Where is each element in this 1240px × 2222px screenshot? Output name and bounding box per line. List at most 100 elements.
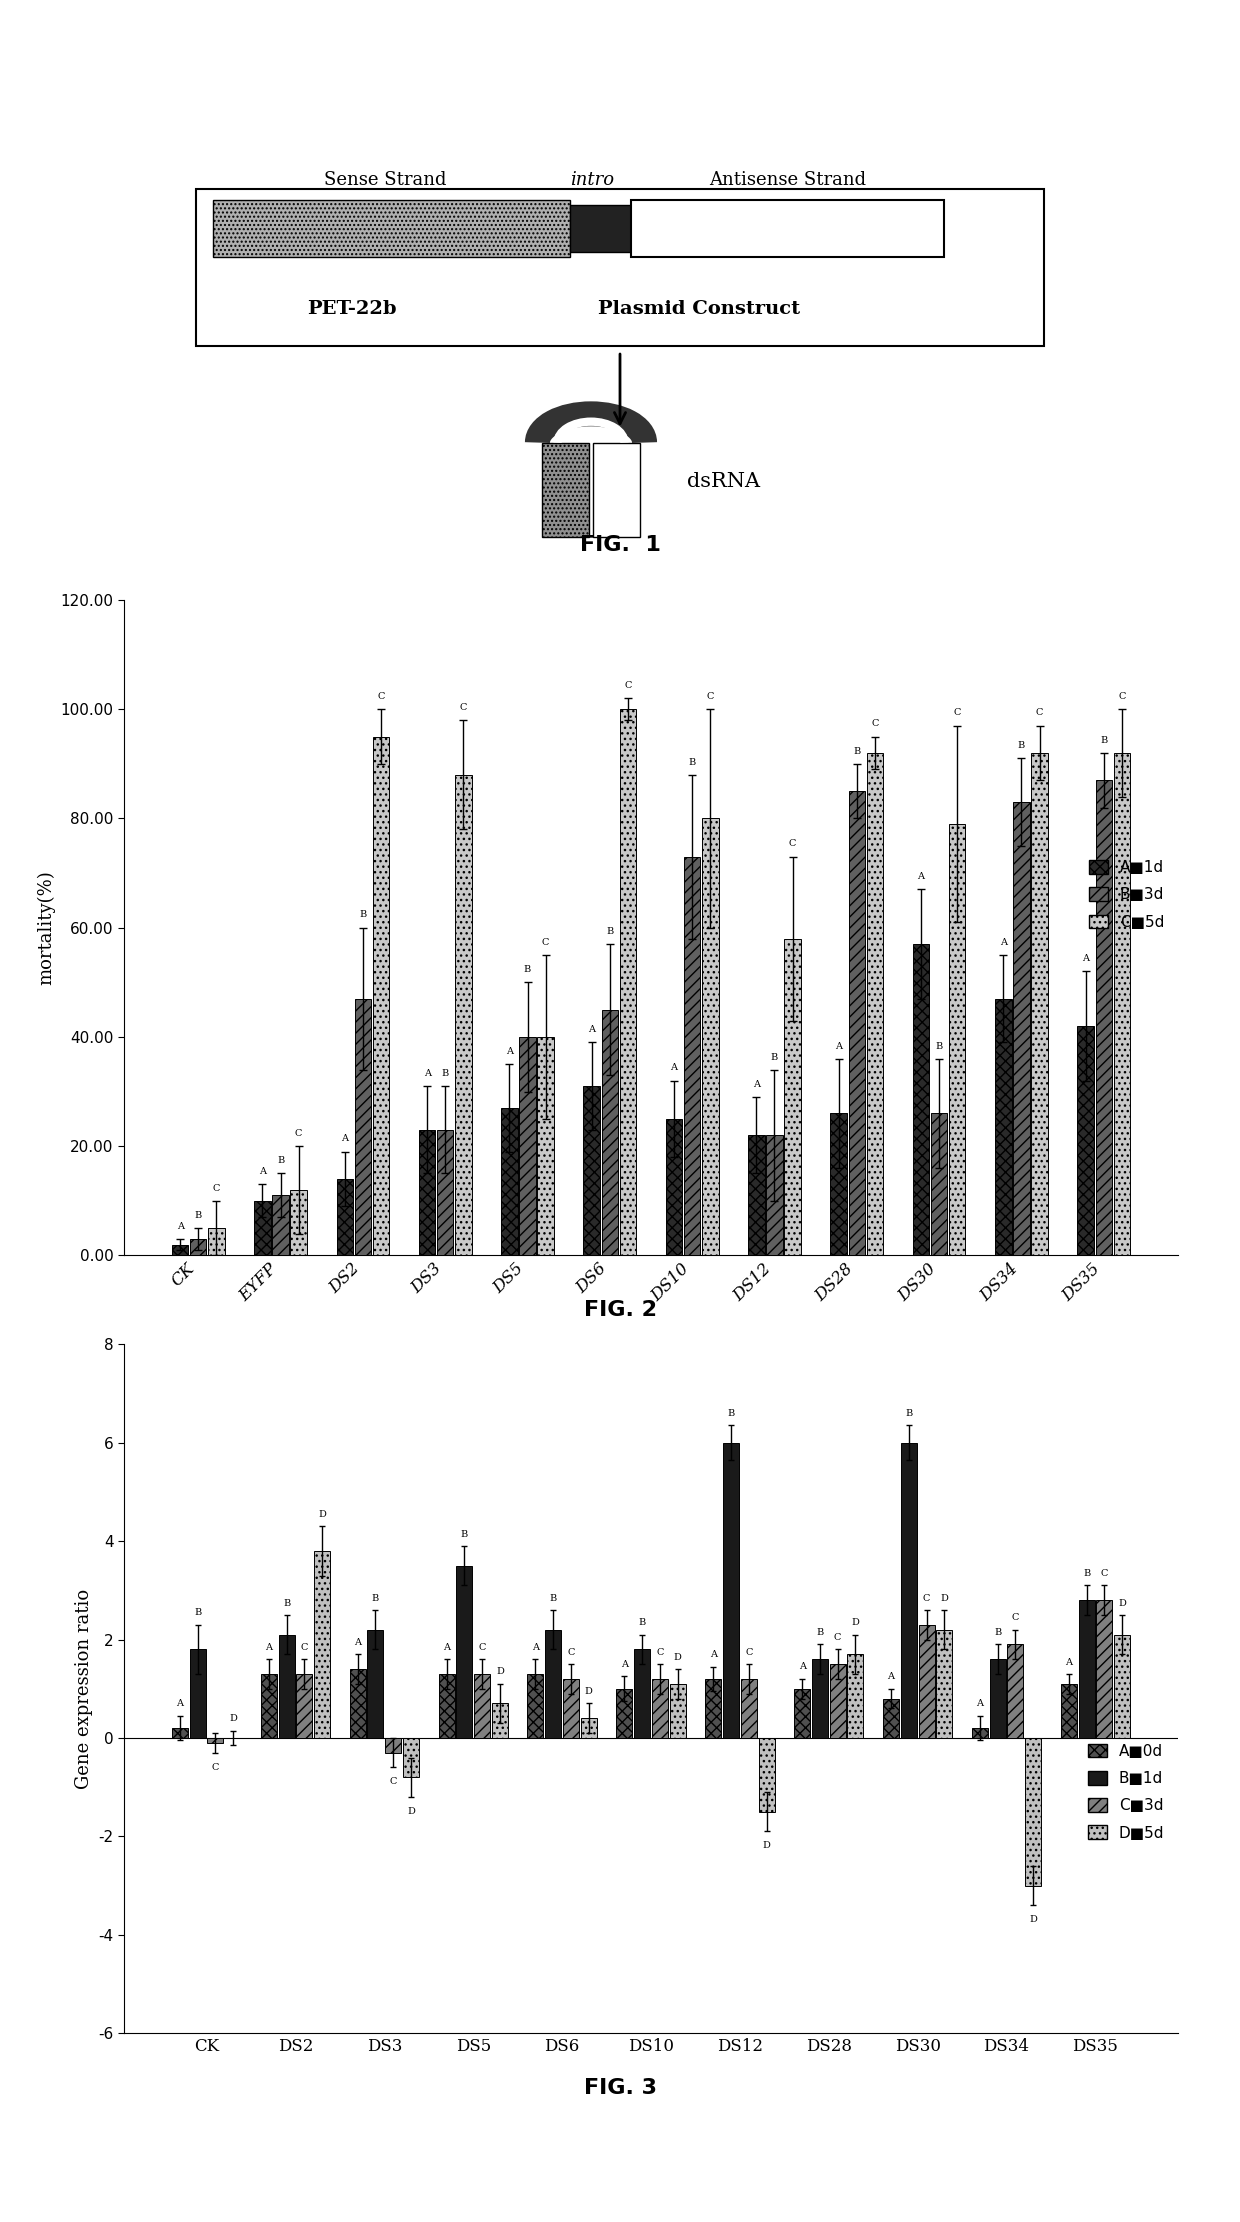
Bar [367, 1629, 383, 1738]
Bar [350, 1669, 366, 1738]
Bar [748, 1135, 765, 1255]
Text: C: C [212, 1762, 219, 1771]
Text: B: B [935, 1042, 942, 1051]
Bar [580, 1718, 596, 1738]
Text: B: B [195, 1211, 202, 1220]
Text: C: C [923, 1593, 930, 1602]
Legend: A■1d, B■3d, C■5d: A■1d, B■3d, C■5d [1084, 853, 1171, 935]
Bar [631, 200, 944, 258]
Bar [563, 1680, 579, 1738]
Text: A: A [1083, 953, 1089, 962]
Bar [785, 938, 801, 1255]
Bar [290, 1191, 308, 1255]
Y-axis label: Gene expression ratio: Gene expression ratio [74, 1589, 93, 1789]
Text: A: A [836, 1042, 842, 1051]
Bar [634, 1649, 650, 1738]
Text: A: A [341, 1135, 348, 1144]
Bar [620, 709, 636, 1255]
Text: C: C [835, 1633, 842, 1642]
Bar [196, 189, 1044, 347]
Text: A: A [176, 1700, 184, 1709]
Text: D: D [229, 1713, 237, 1724]
Bar [830, 1664, 846, 1738]
Bar [601, 1009, 618, 1255]
Text: A: A [976, 1700, 983, 1709]
Y-axis label: mortality(%): mortality(%) [37, 871, 55, 984]
Text: intro: intro [570, 171, 614, 189]
Bar [1078, 1027, 1094, 1255]
Bar [972, 1729, 988, 1738]
Bar [584, 1087, 600, 1255]
Bar [990, 1660, 1006, 1738]
Bar [403, 1738, 419, 1778]
Text: A: A [355, 1638, 361, 1647]
Text: A: A [265, 1642, 273, 1651]
Bar [419, 1129, 435, 1255]
Text: C: C [479, 1642, 486, 1651]
Text: B: B [283, 1598, 290, 1607]
Bar [336, 1180, 353, 1255]
Text: C: C [300, 1642, 308, 1651]
Bar [616, 1689, 632, 1738]
Bar [273, 1195, 289, 1255]
Text: C: C [1101, 1569, 1109, 1578]
Text: D: D [1118, 1598, 1126, 1607]
Text: B: B [816, 1629, 823, 1638]
Text: C: C [872, 720, 879, 729]
Text: A: A [176, 1222, 184, 1231]
Text: A: A [506, 1047, 513, 1055]
Text: A: A [753, 1080, 760, 1089]
Bar [208, 1229, 224, 1255]
Bar [314, 1551, 330, 1738]
Text: PET-22b: PET-22b [308, 300, 397, 318]
Bar [900, 1442, 916, 1738]
Bar [1095, 780, 1112, 1255]
Bar [1013, 802, 1029, 1255]
Text: A: A [799, 1662, 806, 1671]
Text: B: B [441, 1069, 449, 1078]
Bar [847, 1653, 863, 1738]
Text: C: C [656, 1649, 663, 1658]
Text: B: B [853, 747, 861, 755]
Text: A: A [532, 1642, 539, 1651]
Bar [1007, 1644, 1023, 1738]
Text: D: D [585, 1686, 593, 1695]
Text: A: A [1065, 1658, 1073, 1666]
Bar [949, 824, 966, 1255]
Text: D: D [319, 1511, 326, 1520]
Text: D: D [940, 1593, 949, 1602]
Bar [1079, 1600, 1095, 1738]
Text: B: B [372, 1593, 379, 1602]
Bar [546, 1629, 562, 1738]
Bar [759, 1738, 775, 1811]
Bar [213, 200, 570, 258]
Bar [569, 204, 631, 251]
Bar [1032, 753, 1048, 1255]
Bar [537, 1038, 554, 1255]
Text: B: B [1018, 742, 1025, 751]
Bar [1060, 1684, 1076, 1738]
Bar [931, 1113, 947, 1255]
Bar [831, 1113, 847, 1255]
Bar [279, 1635, 295, 1738]
Text: D: D [407, 1806, 415, 1815]
Text: D: D [1029, 1915, 1037, 1924]
Text: C: C [295, 1129, 303, 1138]
Text: C: C [707, 691, 714, 700]
Bar [684, 858, 701, 1255]
Text: A: A [888, 1673, 894, 1682]
Bar [723, 1442, 739, 1738]
Bar [919, 1624, 935, 1738]
Bar [386, 1738, 402, 1753]
Text: C: C [624, 682, 631, 691]
Text: C: C [954, 709, 961, 718]
Bar [1114, 753, 1130, 1255]
Text: FIG.  1: FIG. 1 [579, 536, 661, 556]
Text: B: B [1083, 1569, 1090, 1578]
Text: Sense Strand: Sense Strand [325, 171, 446, 189]
Text: B: B [639, 1618, 646, 1627]
Bar [794, 1689, 810, 1738]
Text: A: A [424, 1069, 430, 1078]
Bar [207, 1738, 223, 1742]
Bar [812, 1660, 828, 1738]
